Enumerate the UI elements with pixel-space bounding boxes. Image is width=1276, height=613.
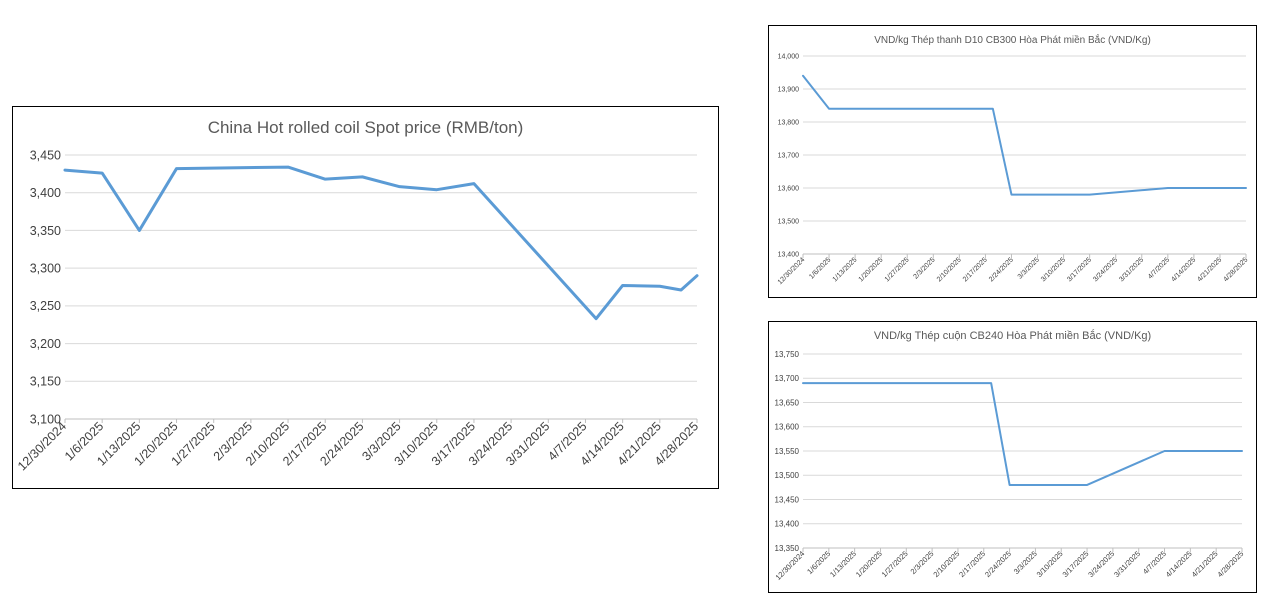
rebar-x-tick-label: 12/30/2024 (777, 256, 807, 286)
hrc-x-tick-label: 12/30/2024 (15, 419, 69, 473)
rebar-x-tick-label: 1/27/2025 (884, 256, 911, 283)
rebar-x-tick-label: 2/17/2025 (962, 256, 989, 283)
hrc-y-tick-label: 3,400 (30, 186, 61, 200)
hrc-y-tick-label: 3,450 (30, 148, 61, 162)
coil-x-tick-label: 3/10/2025 (1035, 549, 1065, 579)
rebar-y-tick-label: 13,900 (778, 86, 800, 93)
coil-x-tick-label: 4/21/2025 (1190, 549, 1220, 579)
coil-x-tick-label: 2/24/2025 (983, 549, 1013, 579)
coil-y-tick-label: 13,600 (775, 423, 800, 432)
rebar-y-tick-label: 13,600 (778, 185, 800, 192)
chart-hrc-svg: China Hot rolled coil Spot price (RMB/to… (15, 118, 701, 473)
coil-x-tick-label: 4/28/2025 (1215, 549, 1245, 579)
rebar-y-tick-label: 13,500 (778, 218, 800, 225)
coil-chart-title: VND/kg Thép cuộn CB240 Hòa Phát miền Bắc… (874, 329, 1151, 342)
rebar-x-tick-label: 2/3/2025 (912, 256, 936, 280)
coil-price-line (802, 382, 1243, 486)
coil-y-tick-label: 13,400 (775, 520, 800, 529)
rebar-x-tick-label: 1/20/2025 (858, 256, 885, 283)
coil-x-tick-label: 1/20/2025 (854, 549, 884, 579)
coil-x-tick-label: 3/24/2025 (1086, 549, 1116, 579)
rebar-x-tick-label: 4/28/2025 (1222, 256, 1249, 283)
coil-y-tick-label: 13,750 (775, 350, 800, 359)
rebar-price-line (802, 74, 1247, 196)
rebar-x-tick-label: 4/7/2025 (1147, 256, 1171, 280)
rebar-x-tick-label: 3/10/2025 (1040, 256, 1067, 283)
hrc-y-tick-label: 3,300 (30, 262, 61, 276)
rebar-x-tick-label: 1/13/2025 (832, 256, 859, 283)
chart-rebar-svg: VND/kg Thép thanh D10 CB300 Hòa Phát miề… (777, 33, 1250, 286)
rebar-chart-title: VND/kg Thép thanh D10 CB300 Hòa Phát miề… (874, 33, 1151, 46)
hrc-y-tick-label: 3,200 (30, 337, 61, 351)
hrc-price-line (63, 165, 699, 321)
chart-rebar-d10-price: VND/kg Thép thanh D10 CB300 Hòa Phát miề… (768, 25, 1257, 298)
hrc-y-tick-label: 3,350 (30, 224, 61, 238)
coil-y-tick-label: 13,650 (775, 398, 800, 407)
chart-hrc-spot-price: China Hot rolled coil Spot price (RMB/to… (12, 106, 719, 489)
coil-x-tick-label: 3/17/2025 (1061, 549, 1091, 579)
rebar-y-tick-label: 13,400 (778, 251, 800, 258)
coil-y-tick-label: 13,450 (775, 495, 800, 504)
coil-x-tick-label: 1/27/2025 (880, 549, 910, 579)
rebar-y-tick-label: 14,000 (778, 53, 800, 60)
rebar-x-tick-label: 3/31/2025 (1118, 256, 1145, 283)
rebar-x-tick-label: 4/14/2025 (1170, 256, 1197, 283)
coil-x-tick-label: 12/30/2024 (774, 549, 807, 582)
rebar-y-tick-label: 13,800 (778, 119, 800, 126)
coil-y-tick-label: 13,700 (775, 374, 800, 383)
rebar-x-tick-label: 3/3/2025 (1017, 256, 1041, 280)
hrc-y-tick-label: 3,250 (30, 299, 61, 313)
coil-y-tick-label: 13,500 (775, 471, 800, 480)
coil-y-tick-label: 13,350 (775, 544, 800, 553)
hrc-y-tick-label: 3,100 (30, 412, 61, 426)
chart-coil-svg: VND/kg Thép cuộn CB240 Hòa Phát miền Bắc… (774, 329, 1246, 582)
rebar-y-tick-label: 13,700 (778, 152, 800, 159)
rebar-x-tick-label: 2/24/2025 (988, 256, 1015, 283)
rebar-x-tick-label: 3/17/2025 (1066, 256, 1093, 283)
rebar-x-tick-label: 4/21/2025 (1196, 256, 1223, 283)
coil-x-tick-label: 2/10/2025 (931, 549, 961, 579)
coil-x-tick-label: 2/17/2025 (957, 549, 987, 579)
coil-x-tick-label: 1/13/2025 (828, 549, 858, 579)
coil-y-tick-label: 13,550 (775, 447, 800, 456)
rebar-x-tick-label: 3/24/2025 (1092, 256, 1119, 283)
rebar-x-tick-label: 2/10/2025 (936, 256, 963, 283)
chart-coil-cb240-price: VND/kg Thép cuộn CB240 Hòa Phát miền Bắc… (768, 321, 1257, 593)
coil-x-tick-label: 4/14/2025 (1164, 549, 1194, 579)
rebar-x-tick-label: 1/6/2025 (808, 256, 832, 280)
hrc-y-tick-label: 3,150 (30, 375, 61, 389)
hrc-chart-title: China Hot rolled coil Spot price (RMB/to… (208, 118, 524, 137)
coil-x-tick-label: 3/31/2025 (1112, 549, 1142, 579)
